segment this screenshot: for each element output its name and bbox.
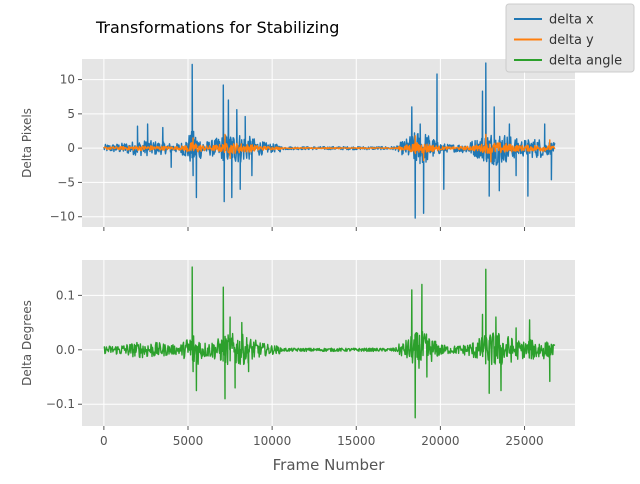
y-axis-label: Delta Degrees: [20, 300, 34, 386]
x-tick-label: 15000: [337, 434, 375, 448]
chart-title: Transformations for Stabilizing: [95, 18, 339, 37]
x-axis-label: Frame Number: [273, 456, 386, 474]
y-axis-label: Delta Pixels: [20, 108, 34, 178]
legend-label-delta-angle: delta angle: [549, 54, 622, 69]
y-tick-label: 0.0: [56, 343, 75, 357]
x-tick-label: 0: [100, 434, 108, 448]
series-line-delta-y: [103, 133, 556, 163]
axes-panel-2: 0 5000 10000 15000 20000 25000 0.1 0.0 −0.1 Delta…: [20, 260, 575, 474]
y-tick-label: 0: [67, 141, 75, 155]
y-tick-label: −0.1: [46, 397, 75, 411]
x-tick-label: 25000: [505, 434, 543, 448]
legend: delta x delta y delta angle: [505, 3, 635, 73]
y-tick-label: 10: [60, 73, 75, 87]
y-tick-label: −10: [50, 210, 75, 224]
legend-box: [505, 3, 635, 73]
x-tick-label: 5000: [173, 434, 204, 448]
x-tick-label: 20000: [421, 434, 459, 448]
y-tick-label: −5: [57, 175, 75, 189]
y-tick-label: 0.1: [56, 288, 75, 302]
legend-label-delta-x: delta x: [549, 13, 594, 28]
axes-panel-1: 10 5 0 −5 −10 Delta Pixels: [20, 59, 575, 231]
y-tick-label: 5: [67, 107, 75, 121]
x-tick-label: 10000: [253, 434, 291, 448]
series-line-delta-angle: [103, 266, 556, 419]
legend-label-delta-y: delta y: [549, 33, 594, 48]
